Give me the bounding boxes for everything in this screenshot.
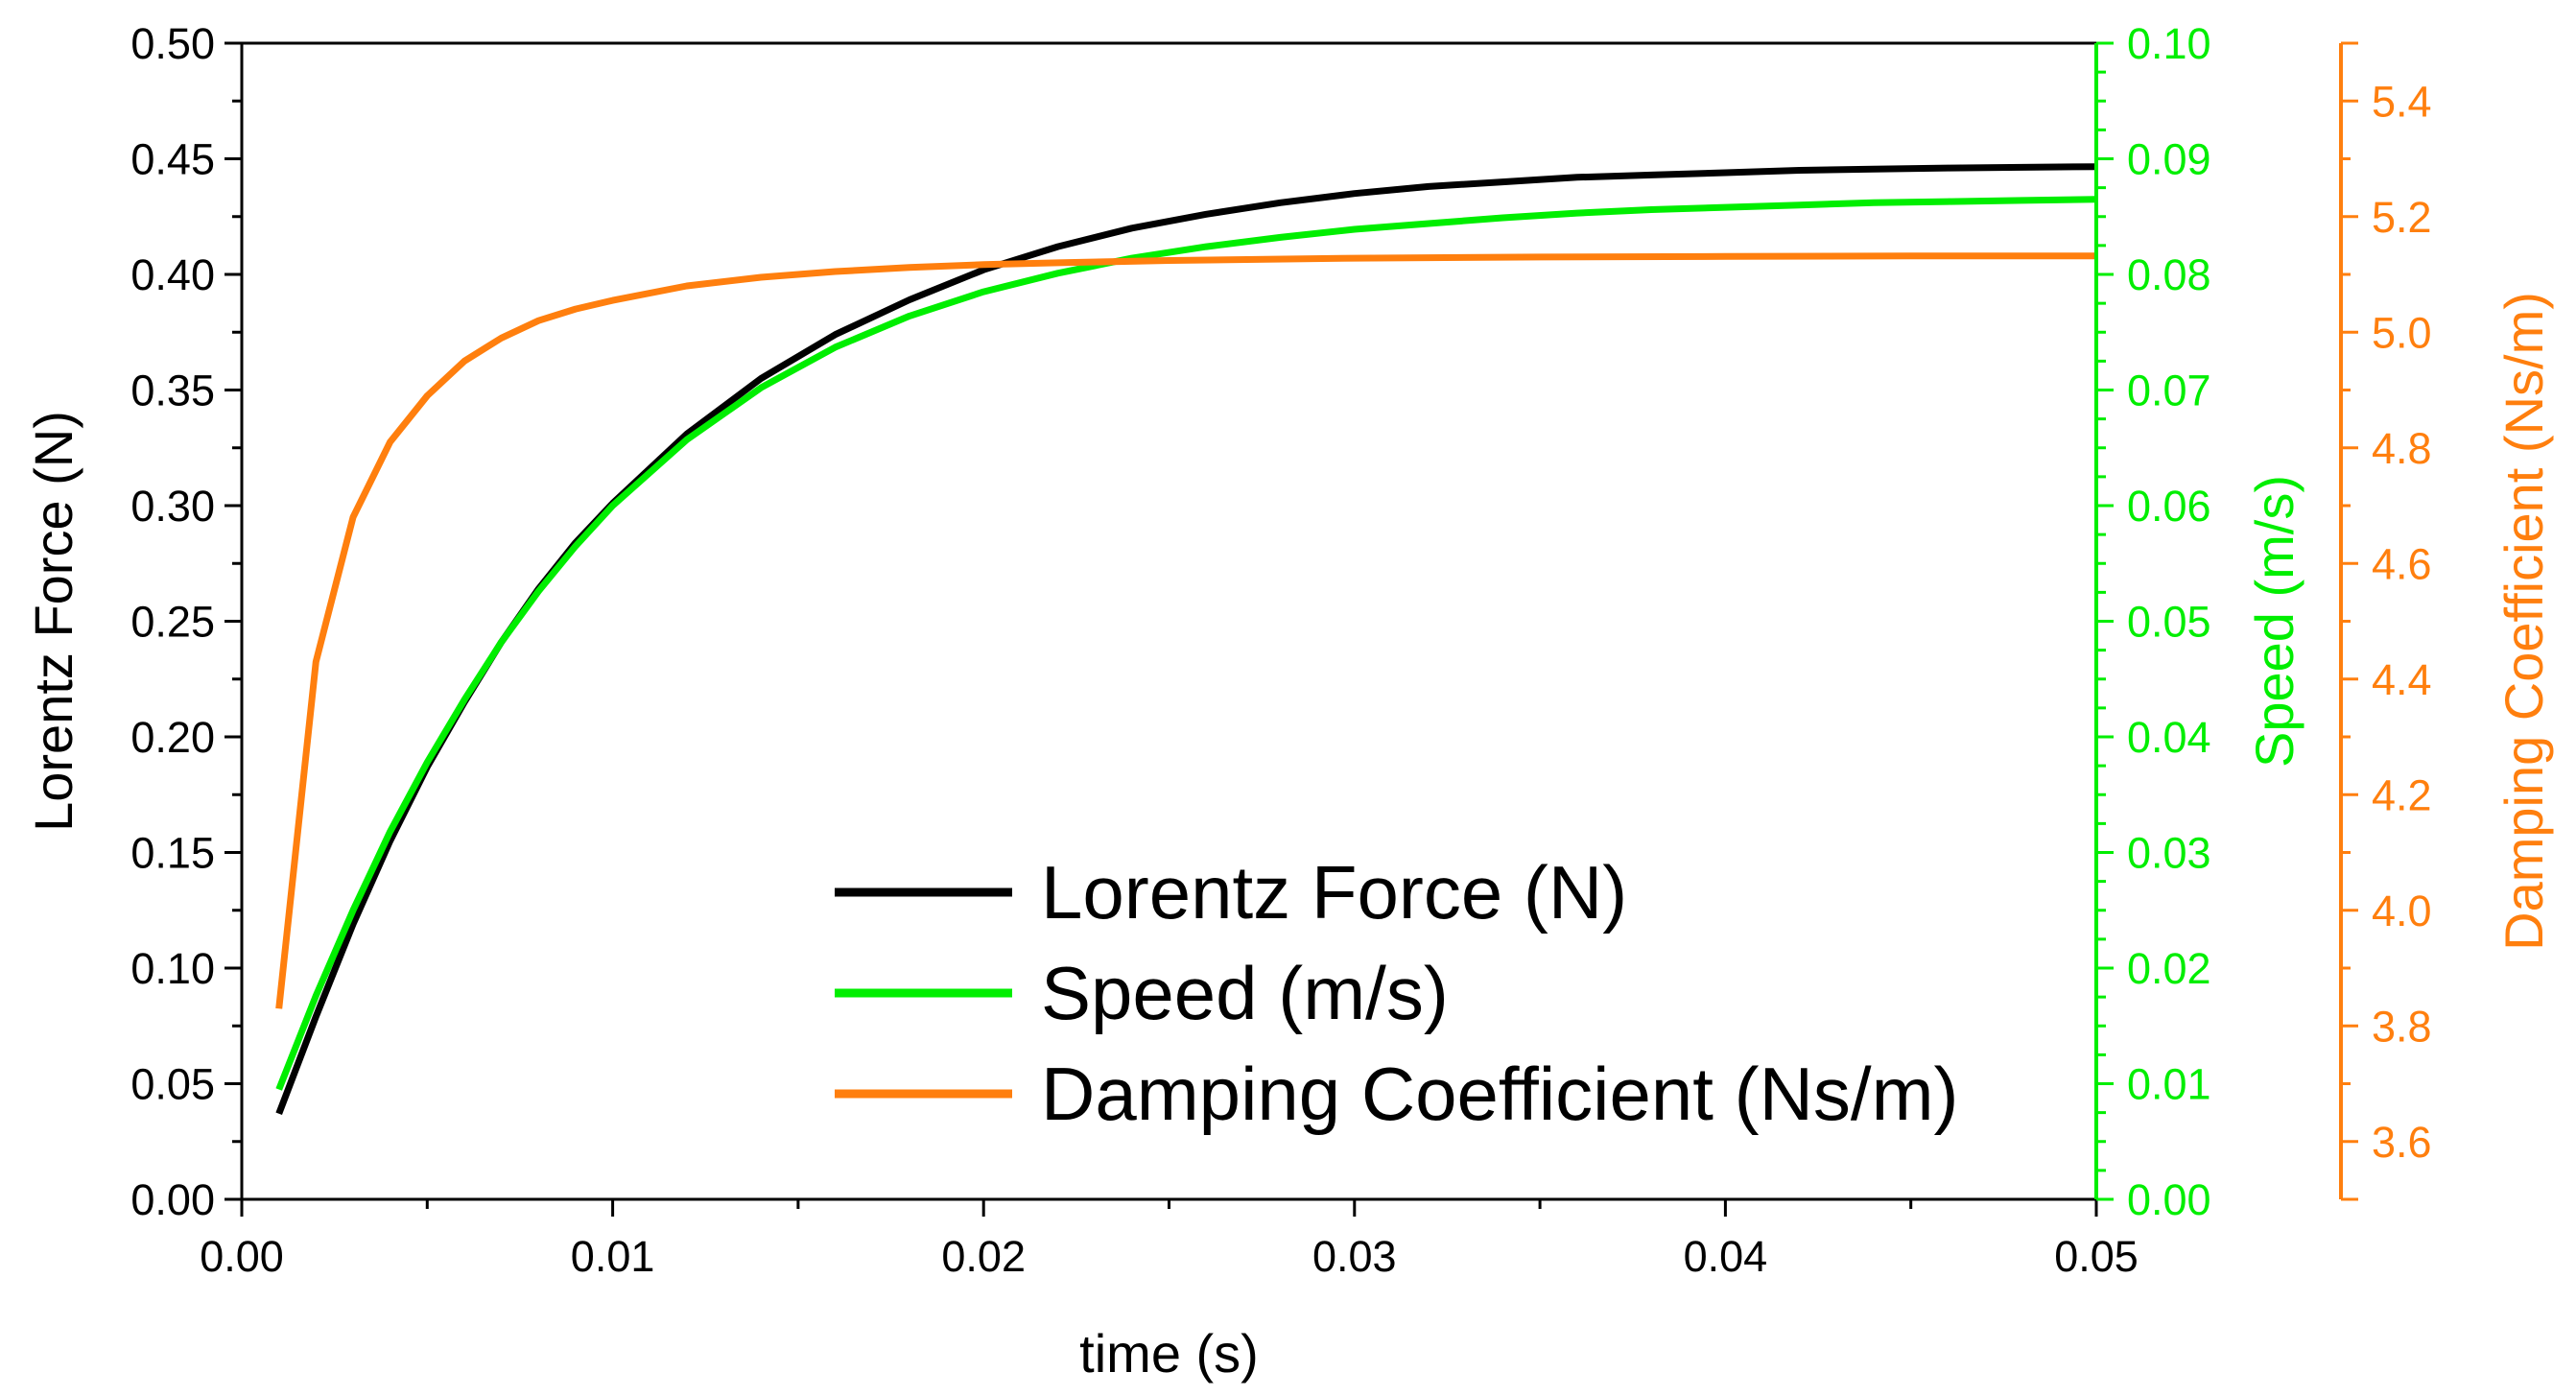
legend-label: Speed (m/s) bbox=[1041, 951, 1449, 1035]
y-left-tick-label: 0.50 bbox=[130, 19, 215, 68]
y-speed-tick-label: 0.00 bbox=[2127, 1175, 2211, 1224]
x-tick-label: 0.03 bbox=[1312, 1232, 1397, 1281]
y-damping-tick-label: 5.0 bbox=[2372, 308, 2432, 357]
x-tick-label: 0.01 bbox=[571, 1232, 655, 1281]
series-line-3 bbox=[275, 252, 2096, 1009]
y-damping-tick-label: 4.0 bbox=[2372, 887, 2432, 935]
y-left-tick-label: 0.20 bbox=[130, 713, 215, 762]
y-damping-tick-label: 3.6 bbox=[2372, 1118, 2432, 1167]
y-speed-tick-label: 0.02 bbox=[2127, 944, 2211, 993]
x-axis-title: time (s) bbox=[1079, 1323, 1259, 1384]
y-speed-tick-label: 0.01 bbox=[2127, 1060, 2211, 1109]
y-speed-tick-label: 0.07 bbox=[2127, 367, 2211, 415]
y-speed-tick-label: 0.04 bbox=[2127, 713, 2211, 762]
y-speed-tick-label: 0.10 bbox=[2127, 19, 2211, 68]
series-line-2 bbox=[275, 196, 2097, 1091]
y-axis-speed-title: Speed (m/s) bbox=[2244, 475, 2304, 768]
y-left-tick-label: 0.45 bbox=[130, 135, 215, 184]
legend-label: Lorentz Force (N) bbox=[1041, 850, 1627, 935]
y-damping-tick-label: 4.2 bbox=[2372, 770, 2432, 819]
x-tick-label: 0.04 bbox=[1684, 1232, 1768, 1281]
y-axis-left-title: Lorentz Force (N) bbox=[23, 411, 83, 832]
y-damping-tick-label: 5.4 bbox=[2372, 77, 2432, 126]
series-lines bbox=[275, 163, 2097, 1116]
y-speed-tick-label: 0.08 bbox=[2127, 250, 2211, 299]
legend-label: Damping Coefficient (Ns/m) bbox=[1041, 1052, 1959, 1136]
y-damping-tick-label: 5.2 bbox=[2372, 193, 2432, 242]
y-damping-tick-label: 4.6 bbox=[2372, 539, 2432, 588]
y-left-tick-label: 0.40 bbox=[130, 250, 215, 299]
y-damping-tick-label: 4.4 bbox=[2372, 655, 2432, 704]
y-axis-damping-title: Damping Coefficient (Ns/m) bbox=[2493, 292, 2554, 951]
y-speed-tick-label: 0.05 bbox=[2127, 598, 2211, 647]
y-left-tick-label: 0.10 bbox=[130, 944, 215, 993]
y-damping-tick-label: 3.8 bbox=[2372, 1002, 2432, 1051]
y-damping-tick-label: 4.8 bbox=[2372, 424, 2432, 473]
y-left-tick-label: 0.00 bbox=[130, 1175, 215, 1224]
y-speed-tick-label: 0.06 bbox=[2127, 482, 2211, 531]
y-speed-tick-label: 0.09 bbox=[2127, 135, 2211, 184]
x-tick-label: 0.05 bbox=[2054, 1232, 2139, 1281]
y-left-tick-label: 0.15 bbox=[130, 829, 215, 878]
y-left-tick-label: 0.05 bbox=[130, 1060, 215, 1109]
y-left-tick-label: 0.30 bbox=[130, 482, 215, 531]
y-left-tick-label: 0.25 bbox=[130, 598, 215, 647]
y-speed-tick-label: 0.03 bbox=[2127, 829, 2211, 878]
y-left-tick-label: 0.35 bbox=[130, 367, 215, 415]
x-tick-label: 0.00 bbox=[200, 1232, 284, 1281]
axes: 0.00 0.01 0.02 0.03 0.04 0.05 0.00 0.05 0.10 0.15… bbox=[130, 19, 2431, 1281]
x-tick-label: 0.02 bbox=[941, 1232, 1026, 1281]
legend: Lorentz Force (N) Speed (m/s) Damping Coef… bbox=[835, 850, 1959, 1136]
